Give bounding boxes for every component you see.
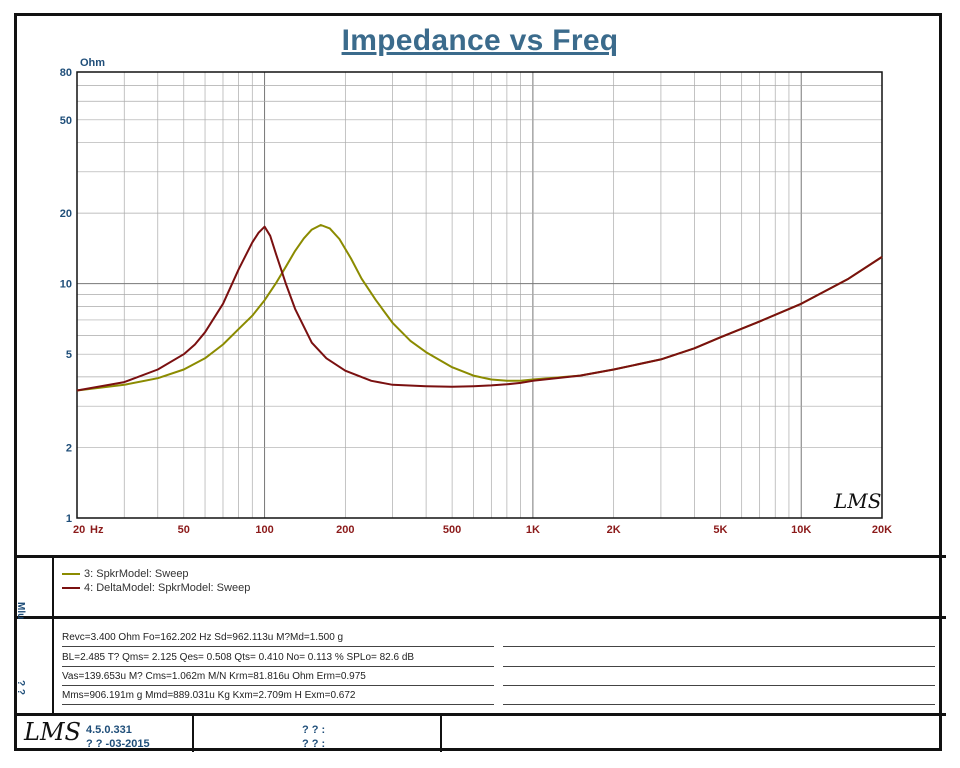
x-tick-label: 100 (255, 524, 273, 536)
page-frame (14, 13, 942, 751)
legend-swatch-spkrmodel (62, 573, 80, 575)
x-tick-label: 5K (713, 524, 727, 536)
y-tick-label: 2 (66, 442, 72, 454)
section-divider-legend (14, 616, 946, 619)
series-layer (76, 224, 883, 392)
legend-item-deltamodel: 4: DeltaModel: SpkrModel: Sweep (62, 582, 250, 594)
x-tick-label: 20 (73, 524, 85, 536)
footer-field-1: ? ? : (302, 724, 326, 736)
param-row-3: Vas=139.653u M? Cms=1.062m M/N Krm=81.81… (62, 670, 494, 686)
y-tick-label: 1 (66, 513, 72, 525)
param-blank-2 (503, 651, 935, 667)
ticks-layer: 20 50 100 200 500 1K 2K 5K 10K 20K 1 2 5 10 20 50 80 (60, 67, 892, 536)
side-column-divider (52, 557, 54, 714)
y-axis-label: Ohm (80, 57, 105, 69)
plot-border (76, 71, 883, 519)
footer-divider-1 (192, 715, 194, 752)
x-tick-label: 200 (336, 524, 354, 536)
section-divider-params (14, 713, 946, 716)
y-tick-label: 50 (60, 115, 72, 127)
x-tick-label: 1K (526, 524, 540, 536)
param-blank-1 (503, 631, 935, 647)
legend-label-deltamodel: 4: DeltaModel: SpkrModel: Sweep (84, 582, 251, 594)
impedance-chart: 20 50 100 200 500 1K 2K 5K 10K 20K 1 2 5 10 20 50 80 Ohm… (60, 57, 892, 536)
x-tick-label: 20K (872, 524, 892, 536)
x-tick-label: 10K (791, 524, 811, 536)
param-row-2: BL=2.485 T? Qms= 2.125 Qes= 0.508 Qts= 0… (62, 651, 494, 667)
footer-field-2: ? ? : (302, 738, 326, 750)
x-axis-unit: Hz (90, 524, 104, 536)
y-tick-label: 5 (66, 349, 72, 361)
footer-divider-2 (440, 715, 442, 752)
x-tick-label: 50 (178, 524, 190, 536)
legend-swatch-deltamodel (62, 587, 80, 589)
lms-annotation: LMS (833, 489, 881, 513)
x-tick-label: 500 (443, 524, 461, 536)
legend-item-spkrmodel: 3: SpkrModel: Sweep (62, 568, 189, 580)
footer-date: ? ? -03-2015 (86, 738, 150, 750)
param-row-4: Mms=906.191m g Mmd=889.031u Kg Kxm=2.709… (62, 689, 494, 705)
series-line-1 (76, 224, 883, 392)
legend-side-label: Mlu (15, 602, 26, 620)
chart-title: Impedance vs Freq (341, 24, 619, 57)
y-tick-label: 80 (60, 67, 72, 79)
params-side-label: ? ? (15, 680, 26, 695)
y-tick-label: 20 (60, 208, 72, 220)
footer-version: 4.5.0.331 (86, 724, 132, 736)
section-divider-chart (14, 555, 946, 558)
param-blank-4 (503, 689, 935, 705)
footer-logo: LMS (24, 718, 81, 746)
param-blank-3 (503, 670, 935, 686)
series-line-2 (76, 225, 883, 392)
y-tick-label: 10 (60, 279, 72, 291)
param-row-1: Revc=3.400 Ohm Fo=162.202 Hz Sd=962.113u… (62, 631, 494, 647)
legend-label-spkrmodel: 3: SpkrModel: Sweep (84, 568, 189, 580)
x-tick-label: 2K (607, 524, 621, 536)
grid (76, 71, 883, 519)
